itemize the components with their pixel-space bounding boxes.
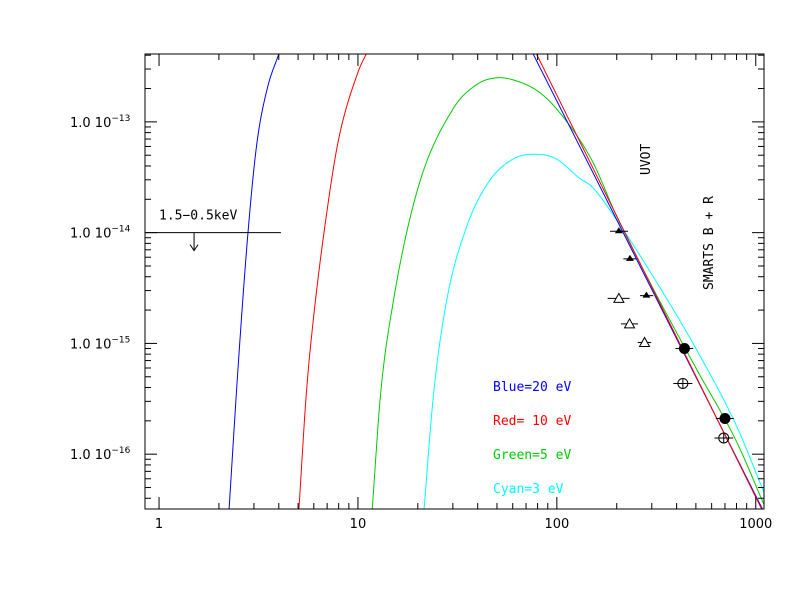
data-point-10 xyxy=(714,432,734,444)
plot-frame xyxy=(144,53,765,510)
series-curve-1 xyxy=(228,54,280,509)
open-triangle-marker xyxy=(638,336,651,347)
arrow-head-icon xyxy=(189,244,199,252)
y-tick-label: 1.0 10−13 xyxy=(70,114,130,131)
data-point-1 xyxy=(610,227,629,234)
filled-circle-marker xyxy=(678,342,690,354)
legend-entry-3: Green=5 eV xyxy=(493,448,571,463)
data-point-8 xyxy=(673,377,693,389)
series-curve-4 xyxy=(423,153,764,509)
data-point-5 xyxy=(620,317,639,329)
data-point-3 xyxy=(640,291,654,298)
x-tick-label: 1000 xyxy=(739,517,772,532)
y-tick-label: 1.0 10−15 xyxy=(70,335,130,352)
filled-triangle-marker xyxy=(642,291,651,298)
series-curve-2 xyxy=(298,54,367,509)
x-tick-label: 100 xyxy=(544,517,569,532)
filled-circle-marker xyxy=(719,412,731,424)
open-triangle-marker xyxy=(613,292,625,303)
axis-ticks xyxy=(145,54,764,509)
upper-limit-label: 1.5−0.5keV xyxy=(159,209,237,224)
legend-entry-1: Blue=20 eV xyxy=(493,380,571,395)
data-point-9 xyxy=(715,412,734,424)
data-point-4 xyxy=(607,292,630,303)
smarts-label: SMARTS B + R xyxy=(702,196,717,290)
legend: Blue=20 eV Red= 10 eV Green=5 eV Cyan=3 eV xyxy=(493,380,571,497)
model-curves xyxy=(228,54,764,509)
x-tick-label: 1 xyxy=(155,517,163,532)
data-point-2 xyxy=(623,254,637,261)
y-tick-labels: 1.0 10−13 1.0 10−14 1.0 10−15 1.0 10−16 xyxy=(70,114,131,463)
filled-triangle-marker xyxy=(625,254,634,261)
x-tick-labels: 1 10 100 1000 xyxy=(155,517,772,532)
open-triangle-marker xyxy=(623,317,636,329)
series-curve-3 xyxy=(371,77,764,509)
legend-entry-2: Red= 10 eV xyxy=(493,414,571,429)
filled-triangle-marker xyxy=(614,227,623,234)
y-tick-label: 1.0 10−16 xyxy=(70,446,131,463)
legend-entry-4: Cyan=3 eV xyxy=(493,482,564,497)
data-point-7 xyxy=(675,342,694,354)
y-tick-label: 1.0 10−14 xyxy=(70,225,131,242)
upper-limit: 1.5−0.5keV xyxy=(145,209,281,252)
uvot-label: UVOT xyxy=(639,144,654,175)
data-points xyxy=(607,227,734,444)
data-point-6 xyxy=(637,336,652,347)
x-tick-label: 10 xyxy=(350,517,367,532)
